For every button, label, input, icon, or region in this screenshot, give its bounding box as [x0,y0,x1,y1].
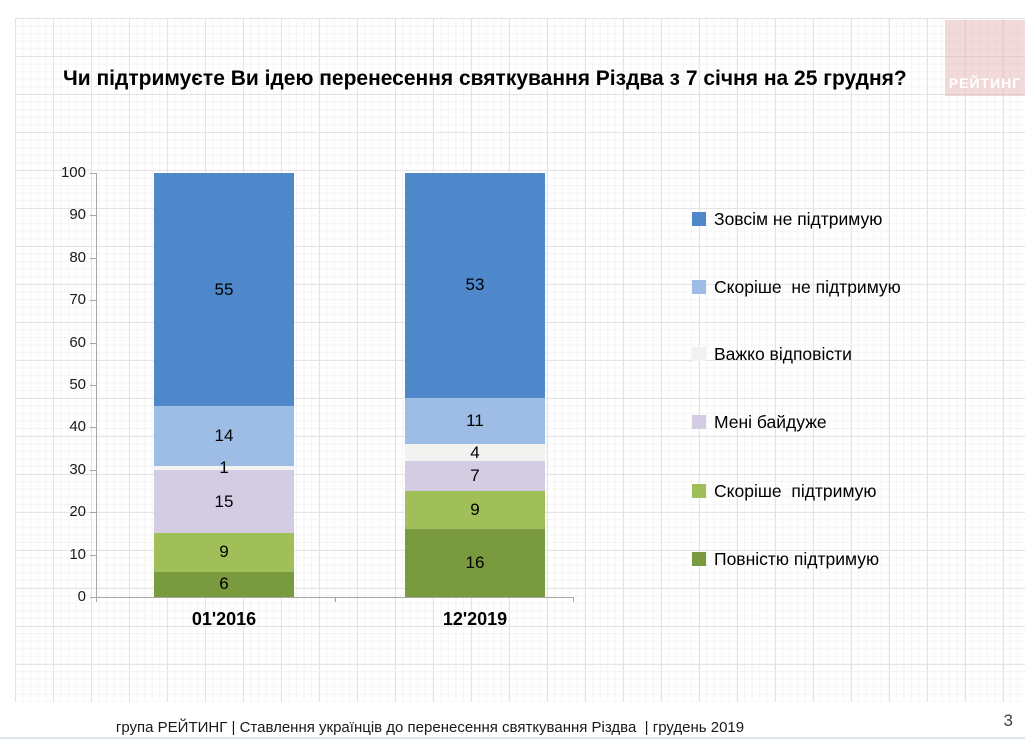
legend-swatch [692,484,706,498]
bar-segment [405,491,545,530]
x-axis-tick [573,597,574,602]
bar-segment [405,444,545,462]
y-tick-label: 20 [69,503,86,521]
y-tick-label: 50 [69,376,86,393]
y-tick-label: 90 [69,206,86,224]
page-number: 3 [1003,711,1013,730]
bar-segment [154,173,294,407]
bar-segment [405,461,545,491]
bar-segment [154,469,294,534]
category-label: 01'2016 [191,609,257,629]
y-tick-label: 30 [69,460,86,478]
bar-segment-label: 16 [465,553,485,573]
category-label: 12'2019 [442,609,508,629]
legend-label: Важко відповісти [714,343,852,364]
x-axis-tick [335,597,336,602]
y-tick-label: 100 [60,164,86,181]
legend-item: Скоріше підтримую [692,480,877,502]
y-axis-line [96,173,97,598]
legend-item: Зовсім не підтримую [692,208,882,230]
y-axis-tick [90,469,96,471]
bar-segment-label: 55 [214,279,234,299]
legend-item: Повністю підтримую [692,548,879,570]
bar-segment-label: 9 [219,542,229,562]
bar-segment [154,571,294,597]
legend-label: Скоріше не підтримую [714,276,901,297]
legend-swatch [692,552,706,566]
bar-segment-label: 14 [214,425,234,445]
bar-segment [405,397,545,445]
footer-divider [0,737,1025,739]
bar-segment-label: 53 [465,275,485,295]
source-caption: група РЕЙТИНГ | Ставлення українців до п… [115,719,745,736]
y-axis-tick [90,342,96,344]
y-tick-label: 10 [69,545,86,563]
y-tick-label: 60 [69,333,86,351]
y-axis-tick [90,300,96,302]
y-axis-tick [90,173,96,174]
legend-label: Зовсім не підтримую [714,208,883,229]
bar-segment-label: 6 [219,574,229,594]
legend-item: Скоріше не підтримую [692,276,901,298]
bar-segment [154,533,294,572]
legend-swatch [692,212,706,226]
y-tick-label: 70 [69,291,86,309]
y-tick-label: 0 [77,588,86,605]
bar-segment [154,465,294,470]
y-axis-tick [90,257,96,259]
bar-segment [405,529,545,597]
legend-label: Повністю підтримую [714,548,880,569]
y-axis-tick [90,215,96,217]
rating-logo-text: РЕЙТИНГ [948,75,1022,91]
bar-segment-label: 7 [470,466,480,486]
y-axis-tick [90,512,96,514]
y-axis-tick [90,597,96,598]
y-axis-tick [90,554,96,556]
y-tick-label: 80 [69,248,86,266]
bar-segment-label: 9 [470,500,480,520]
y-axis-tick [90,385,96,386]
bar-segment-label: 1 [219,457,229,477]
legend-label: Мені байдуже [714,411,827,432]
x-axis-tick [96,597,97,602]
legend-swatch [692,415,706,429]
legend-swatch [692,280,706,294]
chart-title: Чи підтримуєте Ви ідею перенесення святк… [63,67,907,90]
bar-segment-label: 11 [466,411,484,431]
legend-label: Скоріше підтримую [714,480,877,501]
legend-item: Мені байдуже [692,411,827,433]
bar-segment-label: 15 [214,491,234,511]
bar-segment [405,173,545,398]
y-tick-label: 40 [69,418,86,436]
rating-logo: РЕЙТИНГ [945,20,1025,96]
legend-swatch [692,347,706,361]
legend-item: Важко відповісти [692,343,852,365]
bar-segment-label: 4 [470,442,480,462]
x-axis-line [96,597,573,598]
y-axis-tick [90,427,96,429]
bar-segment [154,406,294,466]
